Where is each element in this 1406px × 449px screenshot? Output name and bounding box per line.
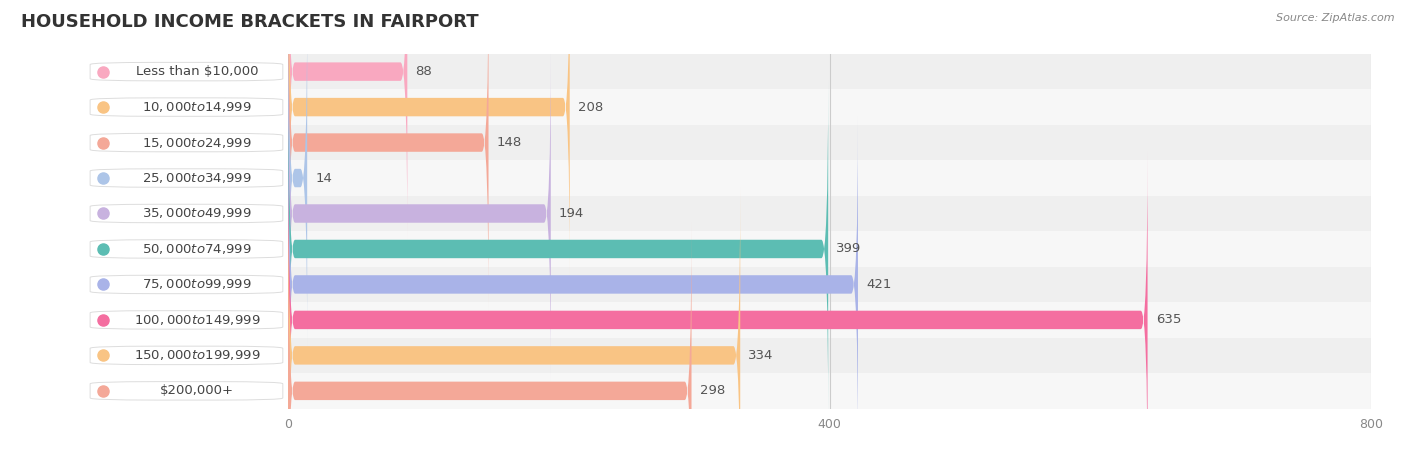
Text: Source: ZipAtlas.com: Source: ZipAtlas.com [1277, 13, 1395, 23]
Text: $100,000 to $149,999: $100,000 to $149,999 [134, 313, 260, 327]
Text: Less than $10,000: Less than $10,000 [136, 65, 259, 78]
FancyBboxPatch shape [288, 116, 858, 449]
Text: 88: 88 [415, 65, 432, 78]
FancyBboxPatch shape [288, 223, 692, 449]
Text: 399: 399 [837, 242, 862, 255]
Text: $15,000 to $24,999: $15,000 to $24,999 [142, 136, 252, 150]
Bar [288, 338, 1371, 373]
Bar [288, 160, 1371, 196]
Text: 194: 194 [560, 207, 583, 220]
Text: 208: 208 [578, 101, 603, 114]
FancyBboxPatch shape [288, 10, 307, 346]
Text: 421: 421 [866, 278, 891, 291]
FancyBboxPatch shape [288, 81, 828, 417]
FancyBboxPatch shape [90, 133, 283, 152]
Text: $10,000 to $14,999: $10,000 to $14,999 [142, 100, 252, 114]
FancyBboxPatch shape [288, 45, 551, 382]
Bar [288, 267, 1371, 302]
Bar [288, 231, 1371, 267]
FancyBboxPatch shape [90, 169, 283, 187]
FancyBboxPatch shape [288, 187, 740, 449]
Text: $50,000 to $74,999: $50,000 to $74,999 [142, 242, 252, 256]
Text: 298: 298 [700, 384, 725, 397]
Bar [288, 125, 1371, 160]
Bar [288, 196, 1371, 231]
FancyBboxPatch shape [288, 0, 408, 240]
FancyBboxPatch shape [90, 240, 283, 258]
Text: 635: 635 [1156, 313, 1181, 326]
FancyBboxPatch shape [90, 98, 283, 116]
FancyBboxPatch shape [90, 346, 283, 365]
Text: 14: 14 [315, 172, 332, 185]
Text: HOUSEHOLD INCOME BRACKETS IN FAIRPORT: HOUSEHOLD INCOME BRACKETS IN FAIRPORT [21, 13, 478, 31]
Bar [288, 89, 1371, 125]
Bar [288, 302, 1371, 338]
Bar [288, 54, 1371, 89]
Text: $75,000 to $99,999: $75,000 to $99,999 [142, 277, 252, 291]
FancyBboxPatch shape [90, 382, 283, 400]
FancyBboxPatch shape [90, 62, 283, 81]
FancyBboxPatch shape [90, 311, 283, 329]
FancyBboxPatch shape [288, 0, 569, 275]
Text: $35,000 to $49,999: $35,000 to $49,999 [142, 207, 252, 220]
FancyBboxPatch shape [288, 152, 1147, 449]
Bar [288, 373, 1371, 409]
Text: 334: 334 [748, 349, 773, 362]
Text: 148: 148 [496, 136, 522, 149]
FancyBboxPatch shape [90, 275, 283, 294]
FancyBboxPatch shape [90, 204, 283, 223]
Text: $25,000 to $34,999: $25,000 to $34,999 [142, 171, 252, 185]
FancyBboxPatch shape [288, 0, 488, 311]
Text: $200,000+: $200,000+ [160, 384, 235, 397]
Text: $150,000 to $199,999: $150,000 to $199,999 [134, 348, 260, 362]
